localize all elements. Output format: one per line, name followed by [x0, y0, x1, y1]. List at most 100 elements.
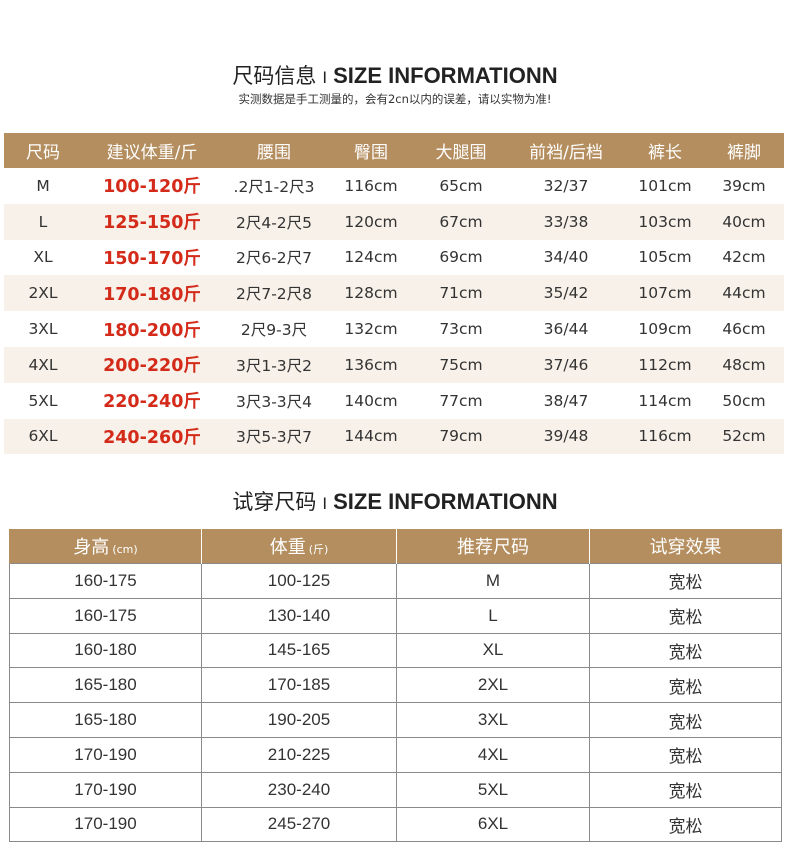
size-table-cell: 71cm — [439, 284, 483, 303]
fit-table-cell: 230-240 — [201, 771, 397, 808]
size-table-row: 2XL 170-180斤 2尺7-2尺8 128cm 71cm 35/42 107cm 44c… — [4, 275, 784, 312]
size-table-cell: 39cm — [722, 176, 766, 195]
size-table-row: 5XL 220-240斤 3尺3-3尺4 140cm 77cm 38/47 114cm 50c… — [4, 383, 784, 419]
size-table-cell: 3尺1-3尺2 — [235, 356, 313, 375]
fit-table-cell: 245-270 — [201, 806, 397, 843]
size-table-cell: 124cm — [344, 248, 398, 267]
size-table-cell: 75cm — [439, 355, 483, 374]
fit-table-cell: 170-185 — [201, 667, 397, 704]
size-table-row: M 100-120斤 .2尺1-2尺3 116cm 65cm 32/37 101cm 39cm — [4, 168, 784, 204]
size-table-cell: 67cm — [439, 212, 483, 231]
fit-table-cell: 6XL — [396, 806, 590, 843]
column-unit: (斤) — [308, 543, 329, 556]
size-table-row: 4XL 200-220斤 3尺1-3尺2 136cm 75cm 37/46 112cm 48c… — [4, 346, 784, 383]
size-table-cell: 128cm — [344, 284, 398, 303]
size-table-cell: 2XL — [28, 284, 58, 303]
fit-table-cell: 100-125 — [201, 563, 397, 599]
size-table-body: M 100-120斤 .2尺1-2尺3 116cm 65cm 32/37 101cm 39cm… — [4, 168, 784, 455]
fit-table-cell: 190-205 — [201, 702, 397, 738]
suggested-weight-cell: 180-200斤 — [103, 320, 201, 341]
size-table-cell: 4XL — [28, 355, 58, 374]
size-table-cell: 35/42 — [543, 284, 589, 303]
fit-table-column-header: 试穿效果 — [589, 529, 782, 564]
size-table-cell: M — [36, 176, 50, 195]
size-table-column-header: 裤脚 — [727, 143, 761, 163]
fit-table-cell: 170-190 — [9, 771, 202, 808]
fit-table-column-header: 推荐尺码 — [396, 529, 590, 564]
size-table-cell: 69cm — [439, 248, 483, 267]
size-table-cell: 101cm — [638, 176, 692, 195]
column-label: 体重 — [269, 537, 306, 558]
title-separator: I — [322, 494, 328, 513]
fit-table-cell: M — [396, 563, 590, 599]
column-unit: (cm) — [112, 543, 138, 556]
suggested-weight-cell: 220-240斤 — [103, 392, 201, 413]
size-table-cell: 52cm — [722, 427, 766, 446]
fit-table-row: 170-190 230-240 5XL 宽松 — [9, 771, 782, 808]
fit-table-row: 160-175 130-140 L 宽松 — [9, 597, 782, 634]
size-table-cell: 37/46 — [543, 355, 589, 374]
size-table-cell: 44cm — [722, 284, 766, 303]
size-table-cell: 109cm — [638, 320, 692, 339]
fit-table-row: 165-180 190-205 3XL 宽松 — [9, 702, 782, 738]
size-table-cell: 38/47 — [543, 391, 589, 410]
fit-table-cell: 5XL — [396, 771, 590, 808]
fit-table-cell: 160-180 — [9, 632, 202, 669]
size-table-cell: 46cm — [722, 320, 766, 339]
fit-table-cell: 宽松 — [589, 597, 782, 634]
size-table-cell: 103cm — [638, 212, 692, 231]
suggested-weight-cell: 100-120斤 — [103, 177, 201, 198]
fit-trial-title-cn: 试穿尺码 — [232, 490, 317, 514]
size-info-title-cn: 尺码信息 — [232, 64, 317, 88]
fit-table-cell: 160-175 — [9, 597, 202, 634]
size-table-cell: 3尺3-3尺4 — [235, 392, 313, 411]
fit-table-cell: 宽松 — [589, 736, 782, 773]
size-table-cell: 2尺6-2尺7 — [235, 249, 313, 268]
fit-table-cell: L — [396, 597, 590, 634]
size-table-cell: 50cm — [722, 391, 766, 410]
fit-table-cell: 170-190 — [9, 736, 202, 773]
suggested-weight-cell: 125-150斤 — [103, 213, 201, 234]
size-table-cell: 79cm — [439, 427, 483, 446]
fit-table-cell: 165-180 — [9, 667, 202, 704]
size-table-column-header: 臀围 — [354, 143, 388, 163]
measurement-note: 实测数据是手工测量的，会有2cn以内的误差，请以实物为准! — [238, 92, 552, 106]
size-table-cell: 33/38 — [543, 212, 589, 231]
size-table-cell: 116cm — [344, 176, 398, 195]
fit-table-column-header: 体重 (斤) — [201, 529, 397, 564]
size-table-cell: 42cm — [722, 248, 766, 267]
fit-table-cell: 2XL — [396, 667, 590, 704]
fit-table-cell: 145-165 — [201, 632, 397, 669]
fit-table-row: 170-190 210-225 4XL 宽松 — [9, 736, 782, 773]
size-table-column-header: 前裆/后档 — [529, 143, 603, 163]
size-table-cell: 105cm — [638, 248, 692, 267]
fit-table-cell: 宽松 — [589, 806, 782, 843]
size-table-cell: 2尺4-2尺5 — [235, 213, 313, 232]
size-table-cell: 73cm — [439, 320, 483, 339]
size-table-cell: 136cm — [344, 355, 398, 374]
fit-table-cell: XL — [396, 632, 590, 669]
size-table-cell: 34/40 — [543, 248, 589, 267]
size-table-cell: 107cm — [638, 284, 692, 303]
size-table-cell: 140cm — [344, 391, 398, 410]
fit-table-cell: 宽松 — [589, 563, 782, 599]
fit-table-row: 170-190 245-270 6XL 宽松 — [9, 806, 782, 843]
fit-table-cell: 170-190 — [9, 806, 202, 843]
suggested-weight-cell: 200-220斤 — [103, 356, 201, 377]
fit-table-cell: 宽松 — [589, 667, 782, 704]
fit-table-header: 身高 (cm) 体重 (斤) 推荐尺码 试穿效果 — [9, 529, 782, 564]
title-separator: I — [322, 68, 328, 87]
size-table-cell: L — [38, 212, 48, 231]
size-table-cell: 3尺5-3尺7 — [235, 428, 313, 447]
fit-table-cell: 3XL — [396, 702, 590, 738]
suggested-weight-cell: 240-260斤 — [103, 427, 201, 448]
size-info-title: 尺码信息 I SIZE INFORMATIONN — [0, 60, 790, 90]
size-table-cell: 132cm — [344, 320, 398, 339]
fit-table-row: 165-180 170-185 2XL 宽松 — [9, 667, 782, 704]
size-table-cell: 2尺7-2尺8 — [235, 285, 313, 304]
size-table-cell: 144cm — [344, 427, 398, 446]
fit-trial-title-en: SIZE INFORMATIONN — [333, 489, 558, 514]
size-table-row: L 125-150斤 2尺4-2尺5 120cm 67cm 33/38 103cm 40cm — [4, 203, 784, 240]
fit-table-cell: 宽松 — [589, 702, 782, 738]
fit-trial-title: 试穿尺码 I SIZE INFORMATIONN — [0, 486, 790, 516]
